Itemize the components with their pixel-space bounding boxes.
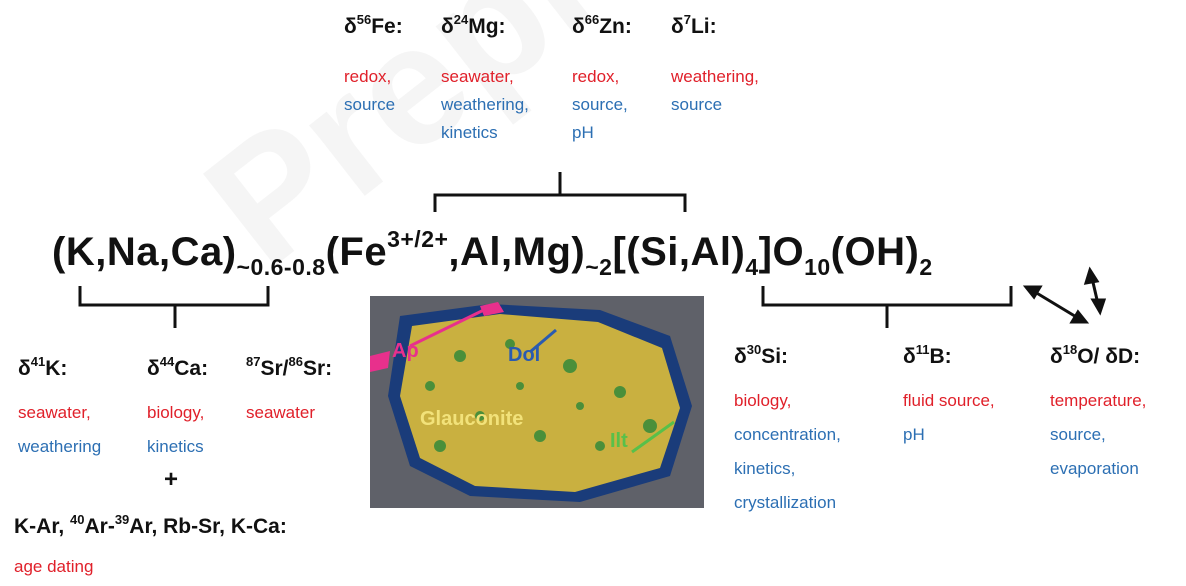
iso-li-blue: source <box>671 95 723 114</box>
iso-ca-header: δ44Ca: <box>147 354 209 380</box>
arrow-oh-to-o <box>1022 285 1090 324</box>
iso-k-red: seawater, <box>18 403 91 422</box>
iso-si-header: δ30Si: <box>734 342 789 368</box>
iso-li-header: δ7Li: <box>671 12 717 38</box>
iso-mg-header: δ24Mg: <box>441 12 506 38</box>
iso-si-red: biology, <box>734 391 792 410</box>
brace-bottom-right <box>761 286 1013 328</box>
iso-ca-blue: kinetics <box>147 437 204 456</box>
iso-si-blue-2: kinetics, <box>734 459 796 478</box>
iso-si-blue-1: concentration, <box>734 425 841 444</box>
iso-sr-red: seawater <box>246 403 315 422</box>
brace-top <box>433 172 687 212</box>
iso-si-blue-3: crystallization <box>734 493 837 512</box>
iso-zn-blue-2: pH <box>572 123 594 142</box>
label-dol: Dol <box>508 344 541 366</box>
iso-o-blue-1: source, <box>1050 425 1106 444</box>
iso-o-red: temperature, <box>1050 391 1147 410</box>
label-ilt: Ilt <box>610 430 628 452</box>
label-glauconite: Glauconite <box>420 408 524 430</box>
iso-o-blue-2: evaporation <box>1050 459 1139 478</box>
dating-red: age dating <box>14 557 94 576</box>
glauconite-micrograph: Ap Dol Glauconite Ilt <box>370 296 704 508</box>
iso-ca-red: biology, <box>147 403 205 422</box>
iso-b-red: fluid source, <box>903 391 995 410</box>
iso-zn-red: redox, <box>572 67 620 86</box>
iso-mg-red: seawater, <box>441 67 514 86</box>
arrow-h-to-d <box>1083 266 1107 316</box>
iso-sr-header: 87Sr/86Sr: <box>246 354 333 380</box>
iso-mg-blue-1: weathering, <box>441 95 529 114</box>
iso-o-header: δ18O/ δD: <box>1050 342 1141 368</box>
iso-fe-blue: source <box>344 95 396 114</box>
iso-k-blue: weathering <box>18 437 102 456</box>
iso-b-blue: pH <box>903 425 925 444</box>
mineral-formula: (K,Na,Ca)~0.6-0.8(Fe3+/2+,Al,Mg)~2[(Si,A… <box>52 226 933 280</box>
dating-header: K-Ar, 40Ar-39Ar, Rb-Sr, K-Ca: <box>14 512 287 538</box>
iso-b-header: δ11B: <box>903 342 952 368</box>
iso-fe-red: redox, <box>344 67 392 86</box>
iso-li-red: weathering, <box>671 67 759 86</box>
label-ap: Ap <box>392 340 419 362</box>
plus-sign: + <box>164 466 179 493</box>
iso-mg-blue-2: kinetics <box>441 123 498 142</box>
iso-fe-header: δ56Fe: <box>344 12 403 38</box>
iso-zn-blue-1: source, <box>572 95 628 114</box>
iso-zn-header: δ66Zn: <box>572 12 632 38</box>
iso-k-header: δ41K: <box>18 354 68 380</box>
brace-bottom-left <box>78 286 270 328</box>
micrograph-image <box>370 296 704 508</box>
